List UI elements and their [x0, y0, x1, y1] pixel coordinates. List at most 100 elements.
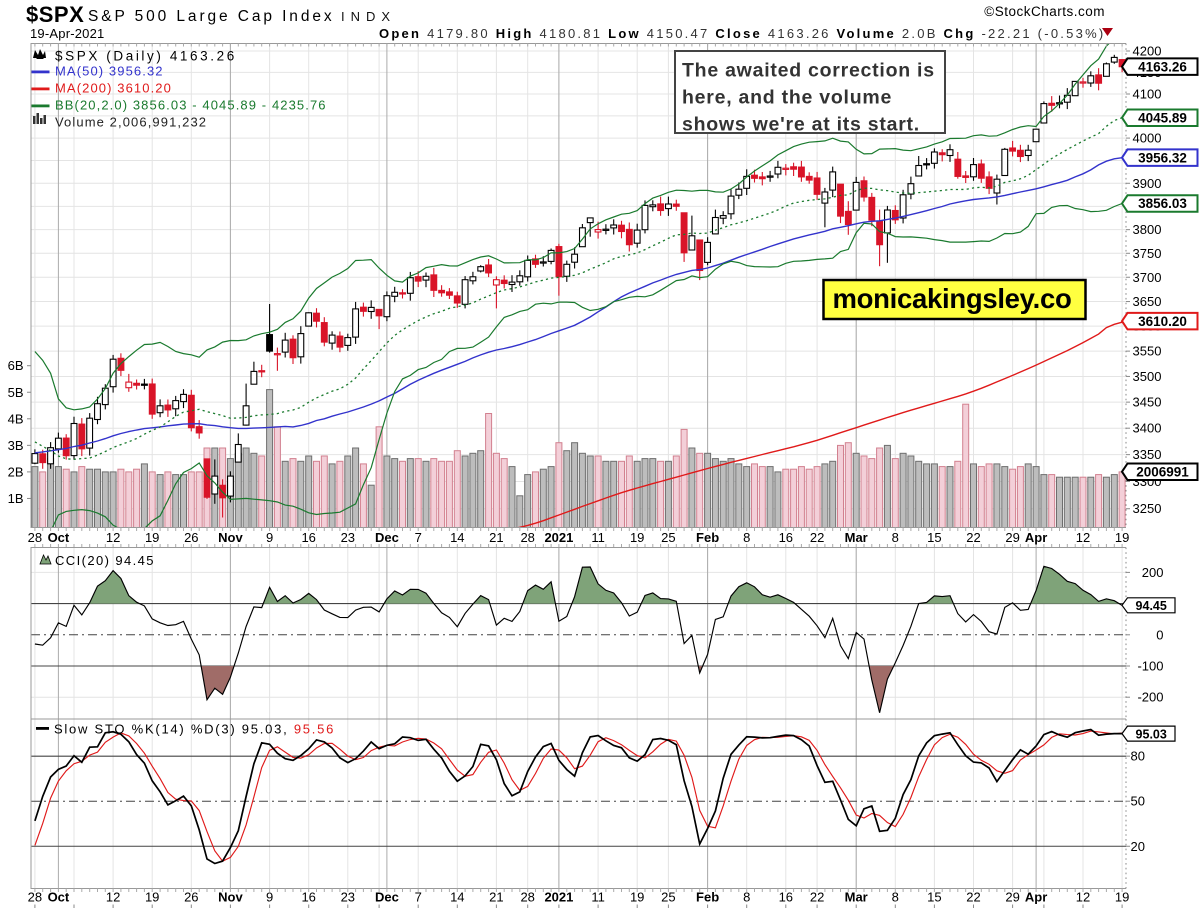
- svg-text:19: 19: [1115, 890, 1129, 905]
- svg-text:50: 50: [1131, 794, 1145, 809]
- svg-text:19: 19: [145, 890, 159, 905]
- svg-text:Oct: Oct: [48, 890, 70, 905]
- svg-text:Mar: Mar: [845, 530, 868, 545]
- svg-text:Apr: Apr: [1025, 530, 1047, 545]
- svg-text:4B: 4B: [8, 411, 24, 426]
- svg-text:22: 22: [810, 890, 824, 905]
- svg-text:Nov: Nov: [218, 530, 243, 545]
- svg-text:4163.26: 4163.26: [1138, 59, 1187, 74]
- svg-text:21: 21: [489, 530, 503, 545]
- svg-text:3350: 3350: [1133, 447, 1162, 462]
- svg-text:200: 200: [1142, 565, 1164, 580]
- svg-text:S&P 500 Large Cap Index: S&P 500 Large Cap Index: [88, 8, 335, 25]
- svg-text:©StockCharts.com: ©StockCharts.com: [984, 4, 1105, 19]
- svg-text:8: 8: [892, 890, 899, 905]
- svg-text:25: 25: [661, 890, 675, 905]
- svg-text:2021: 2021: [544, 530, 573, 545]
- svg-text:4100: 4100: [1133, 87, 1162, 102]
- svg-text:8: 8: [743, 530, 750, 545]
- svg-text:94.45: 94.45: [1136, 599, 1167, 613]
- svg-text:11: 11: [591, 890, 605, 905]
- svg-text:22: 22: [966, 890, 980, 905]
- svg-text:8: 8: [892, 530, 899, 545]
- svg-text:19: 19: [1115, 530, 1129, 545]
- svg-text:19-Apr-2021: 19-Apr-2021: [30, 26, 104, 41]
- svg-text:2B: 2B: [8, 464, 24, 479]
- svg-text:15: 15: [927, 530, 941, 545]
- svg-text:28: 28: [28, 890, 42, 905]
- svg-text:4045.89: 4045.89: [1138, 110, 1187, 125]
- svg-text:7: 7: [415, 890, 422, 905]
- svg-text:3610.20: 3610.20: [1138, 314, 1187, 329]
- svg-text:2021: 2021: [544, 890, 573, 905]
- svg-text:26: 26: [184, 530, 198, 545]
- svg-text:26: 26: [184, 890, 198, 905]
- svg-text:Dec: Dec: [375, 890, 399, 905]
- svg-text:28: 28: [520, 890, 534, 905]
- svg-text:3956.32: 3956.32: [1138, 150, 1187, 165]
- svg-text:14: 14: [450, 530, 464, 545]
- svg-text:16: 16: [301, 530, 315, 545]
- svg-text:28: 28: [520, 530, 534, 545]
- svg-text:$SPX (Daily) 4163.26: $SPX (Daily) 4163.26: [55, 49, 237, 64]
- svg-text:6B: 6B: [8, 358, 24, 373]
- svg-text:16: 16: [301, 890, 315, 905]
- svg-text:0: 0: [1156, 627, 1163, 642]
- svg-text:Oct: Oct: [48, 530, 70, 545]
- svg-text:9: 9: [266, 530, 273, 545]
- svg-text:Apr: Apr: [1025, 890, 1047, 905]
- svg-text:16: 16: [779, 530, 793, 545]
- svg-text:BB(20,2.0) 3856.03 - 4045.89 -: BB(20,2.0) 3856.03 - 4045.89 - 4235.76: [55, 98, 327, 113]
- svg-text:8: 8: [743, 890, 750, 905]
- svg-text:11: 11: [591, 530, 605, 545]
- svg-text:12: 12: [106, 890, 120, 905]
- svg-text:1B: 1B: [8, 491, 24, 506]
- svg-text:Feb: Feb: [696, 890, 719, 905]
- svg-text:12: 12: [106, 530, 120, 545]
- svg-text:95.03: 95.03: [1136, 727, 1167, 741]
- svg-text:19: 19: [630, 530, 644, 545]
- svg-text:25: 25: [661, 530, 675, 545]
- svg-text:Nov: Nov: [218, 890, 243, 905]
- svg-text:$SPX: $SPX: [26, 2, 84, 27]
- svg-text:5B: 5B: [8, 385, 24, 400]
- svg-text:14: 14: [450, 890, 464, 905]
- svg-text:Open 4179.80 High 4180.81 Low: Open 4179.80 High 4180.81 Low 4150.47 Cl…: [379, 26, 1106, 41]
- svg-text:INDX: INDX: [341, 9, 396, 24]
- svg-text:12: 12: [1076, 530, 1090, 545]
- svg-text:3550: 3550: [1133, 344, 1162, 359]
- svg-text:3500: 3500: [1133, 369, 1162, 384]
- svg-text:7: 7: [415, 530, 422, 545]
- svg-text:Dec: Dec: [375, 530, 399, 545]
- svg-text:shows we're at its start.: shows we're at its start.: [682, 114, 920, 136]
- svg-text:19: 19: [145, 530, 159, 545]
- svg-text:29: 29: [1005, 530, 1019, 545]
- svg-text:80: 80: [1131, 749, 1145, 764]
- svg-text:19: 19: [630, 890, 644, 905]
- svg-text:MA(50) 3956.32: MA(50) 3956.32: [55, 64, 164, 79]
- svg-text:3700: 3700: [1133, 270, 1162, 285]
- svg-text:22: 22: [966, 530, 980, 545]
- svg-text:3250: 3250: [1133, 501, 1162, 516]
- svg-text:2006991: 2006991: [1136, 464, 1189, 479]
- svg-text:3900: 3900: [1133, 176, 1162, 191]
- svg-text:Feb: Feb: [696, 530, 719, 545]
- svg-text:16: 16: [779, 890, 793, 905]
- svg-text:3750: 3750: [1133, 246, 1162, 261]
- svg-text:-200: -200: [1137, 690, 1163, 705]
- svg-text:28: 28: [28, 530, 42, 545]
- svg-text:22: 22: [810, 530, 824, 545]
- svg-text:4000: 4000: [1133, 131, 1162, 146]
- svg-text:Volume 2,006,991,232: Volume 2,006,991,232: [55, 115, 207, 130]
- svg-text:The awaited correction is: The awaited correction is: [682, 60, 935, 82]
- svg-text:23: 23: [341, 530, 355, 545]
- svg-text:Mar: Mar: [845, 890, 868, 905]
- svg-text:-100: -100: [1137, 659, 1163, 674]
- svg-text:21: 21: [489, 890, 503, 905]
- svg-text:3650: 3650: [1133, 294, 1162, 309]
- svg-text:here, and the volume: here, and the volume: [682, 87, 892, 109]
- svg-text:3856.03: 3856.03: [1138, 196, 1187, 211]
- svg-text:MA(200) 3610.20: MA(200) 3610.20: [55, 81, 172, 96]
- svg-text:15: 15: [927, 890, 941, 905]
- svg-text:12: 12: [1076, 890, 1090, 905]
